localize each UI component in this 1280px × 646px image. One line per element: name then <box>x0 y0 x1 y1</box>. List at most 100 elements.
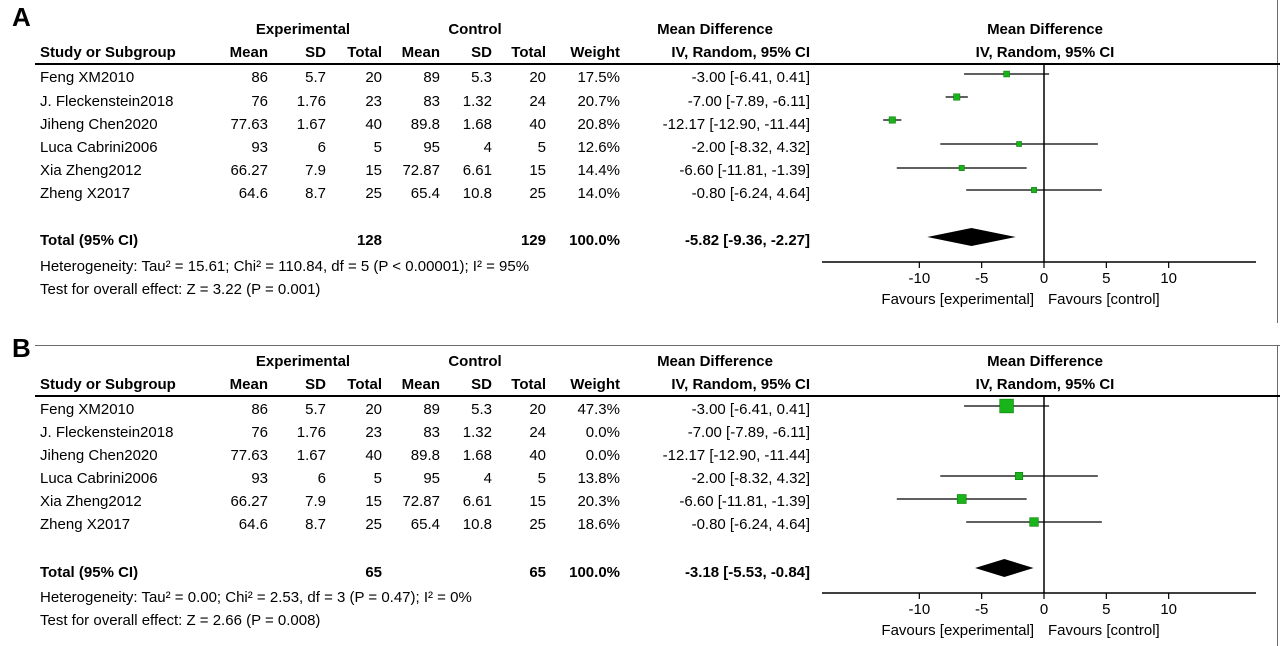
total-n2: 129 <box>520 232 546 249</box>
row-study: Xia Zheng2012 <box>40 493 142 510</box>
row-sd2: 1.32 <box>462 424 492 441</box>
study-marker <box>1016 141 1022 147</box>
md-header: Mean Difference <box>657 353 773 370</box>
row-study: Feng XM2010 <box>40 401 135 418</box>
study-marker <box>1015 471 1024 481</box>
x-axis-tick-label: -5 <box>975 601 988 618</box>
row-total2: 24 <box>529 93 546 110</box>
row-ci: -6.60 [-11.81, -1.39] <box>679 162 810 179</box>
row-mean1: 64.6 <box>238 185 268 202</box>
row-total2: 5 <box>537 470 546 487</box>
x-axis-tick-label: 5 <box>1102 270 1110 287</box>
row-mean1: 76 <box>251 424 268 441</box>
row-weight: 12.6% <box>577 139 620 156</box>
row-weight: 18.6% <box>577 516 620 533</box>
row-ci: -12.17 [-12.90, -11.44] <box>662 116 810 133</box>
header-rule <box>35 63 1280 65</box>
total1-col-header: Total <box>347 376 382 393</box>
row-mean2: 89 <box>423 401 440 418</box>
overall-effect-text: Test for overall effect: Z = 2.66 (P = 0… <box>40 612 321 629</box>
row-mean1: 76 <box>251 93 268 110</box>
row-total1: 5 <box>373 470 382 487</box>
total-n2: 65 <box>529 564 546 581</box>
row-total2: 40 <box>529 116 546 133</box>
row-mean1: 77.63 <box>230 447 268 464</box>
forest-plot-b: -10 -5 0 5 10 <box>822 395 1256 618</box>
row-total2: 15 <box>529 162 546 179</box>
row-weight: 47.3% <box>577 401 620 418</box>
row-sd2: 6.61 <box>462 162 492 179</box>
row-study: Zheng X2017 <box>40 185 131 202</box>
row-mean2: 83 <box>423 424 440 441</box>
row-mean2: 72.87 <box>402 493 440 510</box>
row-sd1: 8.7 <box>305 516 326 533</box>
row-total2: 15 <box>529 493 546 510</box>
sd1-col-header: SD <box>305 376 326 393</box>
row-study: Jiheng Chen2020 <box>40 116 158 133</box>
row-ci: -12.17 [-12.90, -11.44] <box>662 447 810 464</box>
row-sd2: 4 <box>483 470 492 487</box>
row-total1: 20 <box>365 69 382 86</box>
row-sd2: 4 <box>483 139 492 156</box>
row-sd2: 1.68 <box>462 116 492 133</box>
x-axis-tick-label: 0 <box>1040 601 1048 618</box>
row-mean2: 89.8 <box>410 116 440 133</box>
row-sd2: 6.61 <box>462 493 492 510</box>
panel-border <box>1277 345 1278 646</box>
row-mean2: 72.87 <box>402 162 440 179</box>
row-mean1: 66.27 <box>230 162 268 179</box>
total2-col-header: Total <box>511 376 546 393</box>
mean2-col-header: Mean <box>401 376 440 393</box>
study-marker <box>888 116 896 124</box>
row-sd2: 10.8 <box>462 516 492 533</box>
mean2-col-header: Mean <box>401 44 440 61</box>
total-label: Total (95% CI) <box>40 232 139 249</box>
row-mean2: 95 <box>423 470 440 487</box>
row-study: J. Fleckenstein2018 <box>40 424 174 441</box>
x-axis-tick-label: 5 <box>1102 601 1110 618</box>
total2-col-header: Total <box>511 44 546 61</box>
row-weight: 20.7% <box>577 93 620 110</box>
favours-left-label: Favours [experimental] <box>881 291 1034 308</box>
forest-plot-panel-b: B Experimental Control Mean Difference M… <box>0 323 1280 646</box>
favours-right-label: Favours [control] <box>1048 291 1160 308</box>
row-total1: 40 <box>365 447 382 464</box>
x-axis-tick-label: -5 <box>975 270 988 287</box>
row-study: Feng XM2010 <box>40 69 135 86</box>
total1-col-header: Total <box>347 44 382 61</box>
row-total2: 25 <box>529 185 546 202</box>
row-total1: 5 <box>373 139 382 156</box>
row-sd1: 1.76 <box>296 93 326 110</box>
row-total2: 5 <box>537 139 546 156</box>
row-weight: 0.0% <box>585 424 620 441</box>
group2-header: Control <box>448 21 502 38</box>
row-sd1: 1.76 <box>296 424 326 441</box>
forest-plot-panel-a: A Experimental Control Mean Difference M… <box>12 0 1280 323</box>
row-study: J. Fleckenstein2018 <box>40 93 174 110</box>
study-marker <box>1031 187 1037 193</box>
x-axis-tick-label: -10 <box>908 601 930 618</box>
heterogeneity-text: Heterogeneity: Tau² = 15.61; Chi² = 110.… <box>40 258 530 275</box>
total-ci: -3.18 [-5.53, -0.84] <box>684 564 810 581</box>
header-rule <box>35 395 1280 397</box>
study-marker <box>999 398 1014 414</box>
row-ci: -2.00 [-8.32, 4.32] <box>691 139 810 156</box>
total-weight: 100.0% <box>569 564 620 581</box>
row-total1: 15 <box>365 493 382 510</box>
x-axis-tick-label: 0 <box>1040 270 1048 287</box>
method-col-header-right: IV, Random, 95% CI <box>975 376 1115 393</box>
row-ci: -7.00 [-7.89, -6.11] <box>687 424 810 441</box>
overall-effect-text: Test for overall effect: Z = 3.22 (P = 0… <box>40 281 321 298</box>
study-col-header: Study or Subgroup <box>40 376 176 393</box>
method-col-header: IV, Random, 95% CI <box>671 376 810 393</box>
row-sd2: 5.3 <box>471 401 492 418</box>
study-marker <box>1029 517 1039 527</box>
panel-border <box>1277 0 1278 323</box>
row-sd1: 1.67 <box>296 116 326 133</box>
row-total1: 23 <box>365 424 382 441</box>
heterogeneity-text: Heterogeneity: Tau² = 0.00; Chi² = 2.53,… <box>40 589 472 606</box>
row-mean2: 65.4 <box>410 185 440 202</box>
study-marker <box>1003 70 1010 78</box>
row-total2: 20 <box>529 69 546 86</box>
row-sd2: 1.68 <box>462 447 492 464</box>
